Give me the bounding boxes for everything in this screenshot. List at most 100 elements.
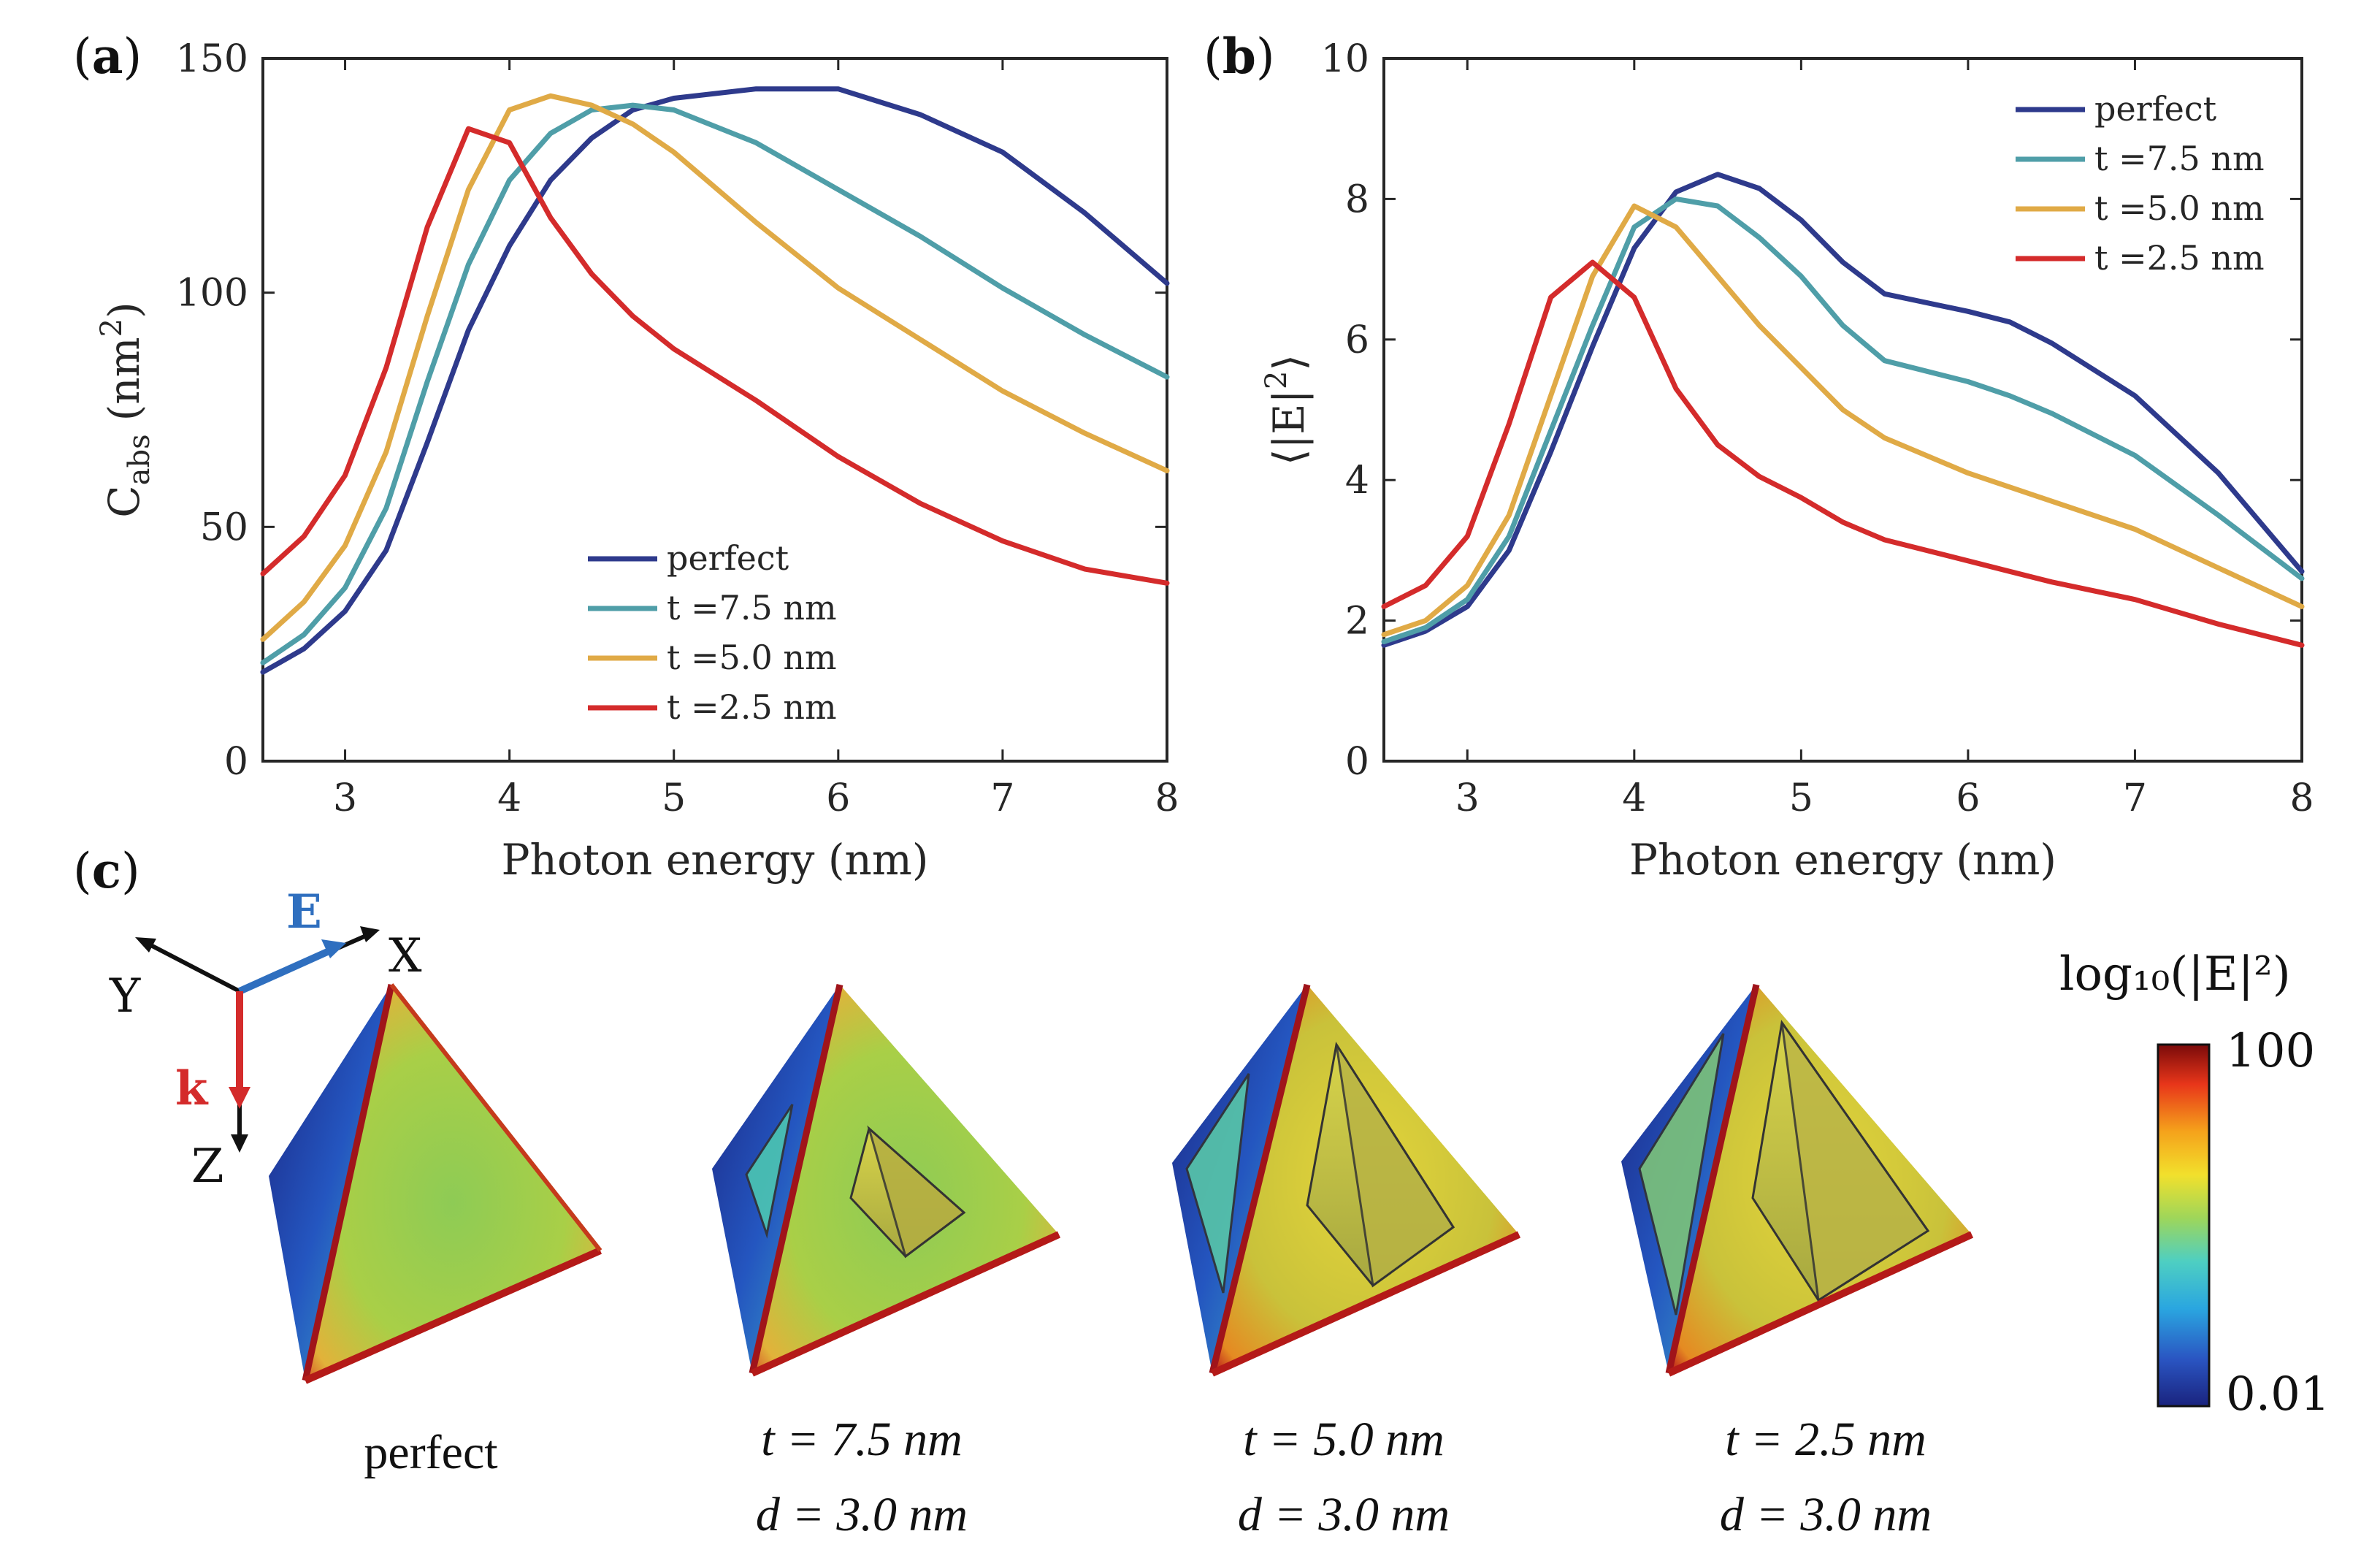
tetra-4-front-edge [1665, 984, 1760, 1374]
tetra-2-left-hole [745, 1104, 794, 1239]
panel-c-letter: c [92, 842, 121, 899]
y-title-sup: 2 [95, 318, 129, 337]
tetrahedron-t-7-5 [712, 984, 1061, 1377]
series-line-0 [260, 86, 1170, 675]
y-title-close: ⟩ [1264, 354, 1314, 371]
tetra-2-inner-facet [867, 1125, 966, 1259]
x-tick-label: 5 [662, 776, 686, 820]
x-tick-label: 4 [1622, 776, 1646, 820]
x-axis-title: Photon energy (nm) [1629, 835, 2056, 885]
tetrahedron-t-2-5 [1621, 984, 1974, 1377]
tetrahedron-t-5-0 [1172, 983, 1521, 1377]
x-axis-label: X [389, 929, 422, 983]
x-tick-label: 3 [1455, 776, 1480, 820]
x-tick-label: 8 [1155, 776, 1179, 820]
series-line-3 [260, 126, 1170, 586]
axes-box [1382, 57, 2303, 763]
y-tick-label: 150 [176, 37, 248, 81]
tetra-1-front-edge [302, 984, 395, 1381]
y-axis-title: ⟨|E|2⟩ [1260, 354, 1314, 465]
x-tick-label: 5 [1789, 776, 1813, 820]
legend-label-0: perfect [2094, 89, 2217, 129]
x-tick-label: 4 [497, 776, 521, 820]
panel-b-letter: b [1222, 28, 1256, 85]
tetra-2-bottom-edge [750, 1231, 1061, 1377]
tetrahedron-perfect [269, 983, 602, 1384]
legend-label-1: t =7.5 nm [2094, 139, 2265, 178]
caption-perfect: perfect [364, 1426, 497, 1479]
x-tick-label: 3 [333, 776, 357, 820]
x-tick-label: 6 [1956, 776, 1980, 820]
plot-a: 3 4 5 6 7 8 0 50 100 150 Photon energy (nm) Cabs (nm… [95, 37, 1179, 885]
y-tick-label: 10 [1321, 37, 1369, 81]
y-tick-label: 4 [1345, 459, 1369, 503]
tetra-1-bottom-edge [303, 1247, 602, 1384]
y-title-close: ) [99, 302, 149, 318]
x-tick-label: 6 [826, 776, 850, 820]
panel-a-letter: a [92, 28, 123, 85]
e-field-arrowhead [321, 939, 346, 958]
colorbar-gradient [2157, 1043, 2211, 1408]
x-tick-label: 7 [2123, 776, 2147, 820]
y-title-open: ⟨|E| [1264, 389, 1314, 465]
y-tick-label: 2 [1345, 600, 1369, 644]
z-axis-arrowhead [231, 1134, 248, 1153]
y-tick-label: 100 [176, 272, 248, 316]
colorbar-title: log₁₀(|E|²) [2059, 947, 2291, 1001]
series-line-2 [260, 93, 1170, 642]
y-title-main: C [99, 485, 149, 517]
tetra-1-left-face [269, 985, 391, 1381]
y-tick-label: 0 [224, 740, 248, 784]
e-field-label: E [286, 885, 322, 939]
tetra-3-left-hole [1185, 1073, 1250, 1294]
k-vector-arrowhead [229, 1087, 250, 1109]
series-line-0 [1381, 172, 2305, 648]
tetra-4-inner-facet [1780, 1022, 1930, 1302]
colorbar-max-label: 100 [2226, 1024, 2315, 1078]
caption-d-7-5: d = 3.0 nm [756, 1488, 968, 1541]
panel-a-label: (a) [73, 28, 142, 85]
legend-label-3: t =2.5 nm [667, 687, 837, 727]
tetra-4-bottom-edge [1667, 1231, 1974, 1377]
x-tick-label: 7 [990, 776, 1014, 820]
y-tick-label: 50 [200, 505, 248, 549]
x-tick-label: 8 [2289, 776, 2314, 820]
y-tick-label: 0 [1345, 740, 1369, 784]
x-axis-arrowhead [360, 926, 380, 942]
tetra-4-left-hole [1638, 1033, 1725, 1316]
y-title-sub: abs [123, 434, 156, 485]
panel-c: (c) X Y Z E k [73, 842, 2330, 1541]
legend-label-2: t =5.0 nm [2094, 188, 2265, 228]
y-axis-arrow [141, 939, 241, 993]
caption-d-5-0: d = 3.0 nm [1238, 1488, 1450, 1541]
series-line-2 [1381, 203, 2305, 638]
y-tick-label: 6 [1345, 318, 1369, 362]
series-line-1 [1381, 196, 2305, 644]
coordinate-axes-icon: X Y Z E k [109, 885, 422, 1194]
series-line-3 [1381, 259, 2305, 648]
panel-b-label: (b) [1204, 28, 1275, 85]
colorbar: log₁₀(|E|²) 100 0.01 [2059, 947, 2330, 1421]
y-title-unit: (nm [99, 337, 149, 421]
y-title-sup: 2 [1260, 371, 1293, 389]
x-axis-title: Photon energy (nm) [502, 835, 929, 885]
legend-label-2: t =5.0 nm [667, 638, 837, 677]
caption-t-7-5: t = 7.5 nm [761, 1413, 963, 1466]
tetra-1-right-edge [389, 983, 602, 1252]
series-line-1 [260, 102, 1170, 665]
y-axis-title: Cabs (nm2) [95, 302, 156, 517]
e-field-arrow [237, 946, 334, 995]
legend-label-0: perfect [667, 538, 789, 578]
z-axis-label: Z [191, 1140, 223, 1194]
colorbar-min-label: 0.01 [2226, 1367, 2330, 1421]
panel-c-label: (c) [73, 842, 140, 899]
caption-t-5-0: t = 5.0 nm [1243, 1413, 1445, 1466]
tetra-3-front-edge [1209, 983, 1311, 1375]
k-vector-label: k [175, 1061, 209, 1116]
tetra-2-front-edge [749, 984, 843, 1374]
tetra-3-left-face [1172, 985, 1307, 1373]
y-axis-label: Y [109, 969, 141, 1023]
